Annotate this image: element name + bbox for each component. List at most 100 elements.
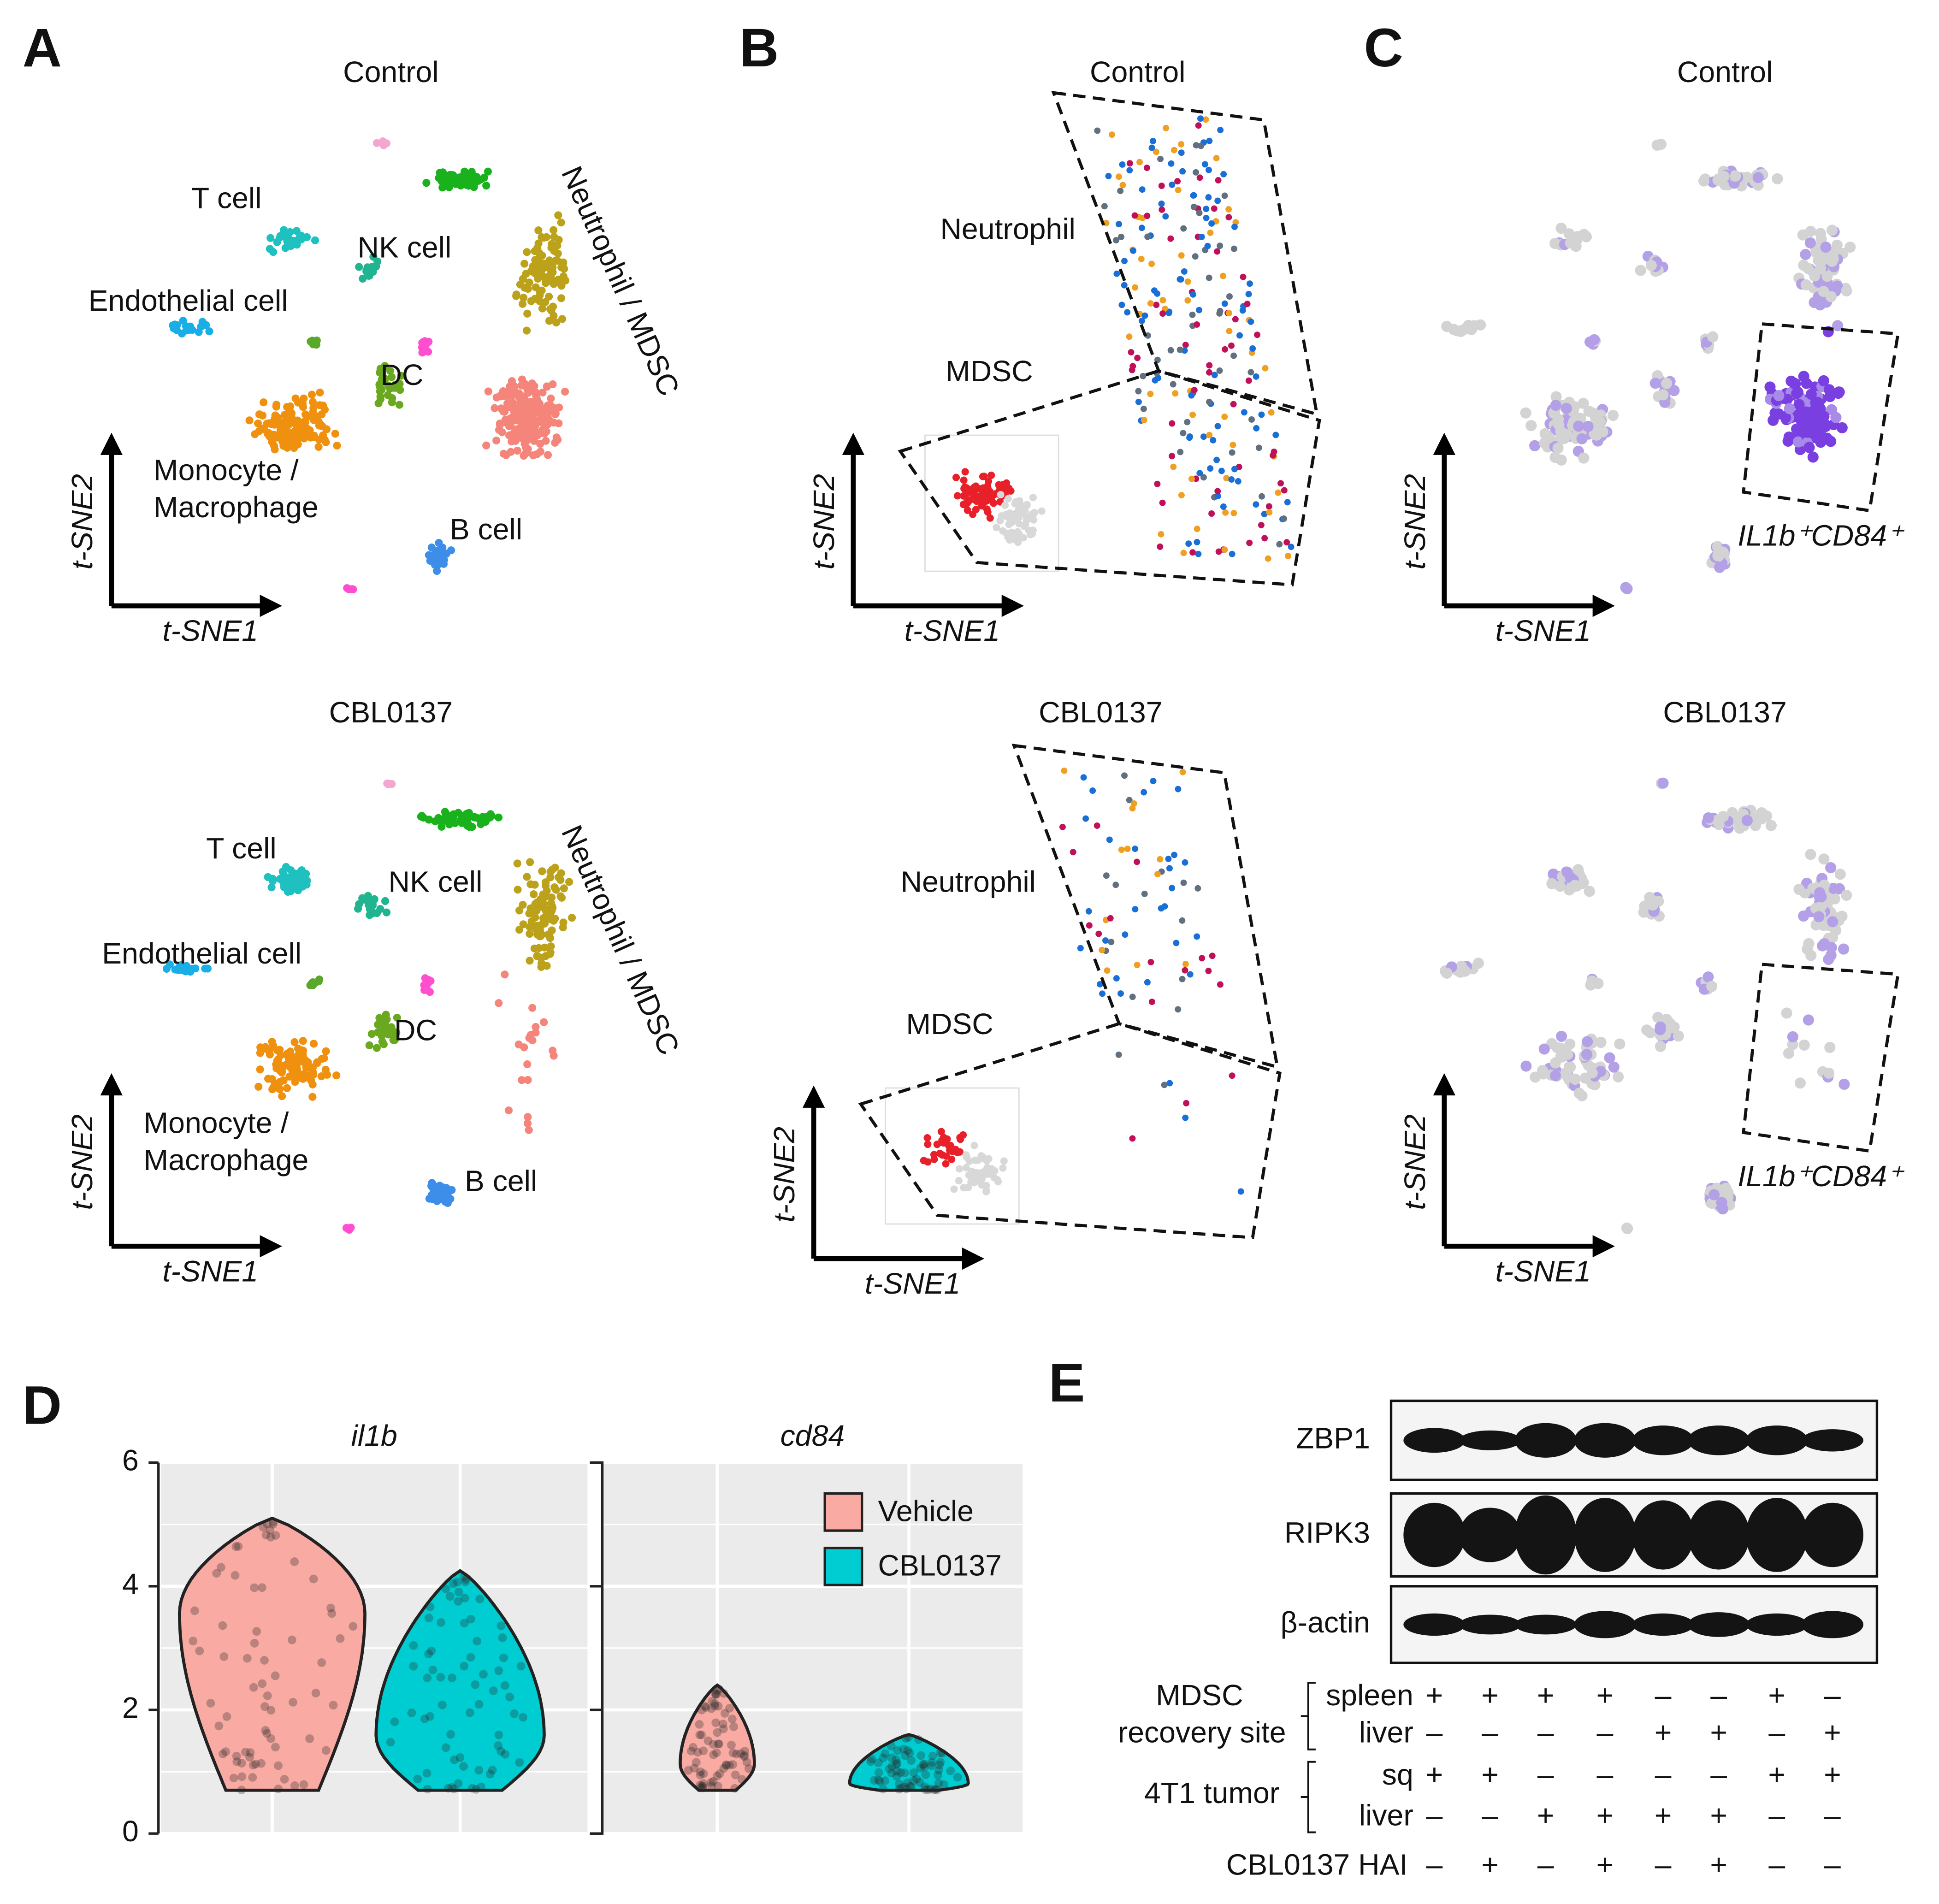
cell-dot (554, 211, 562, 219)
cell-dot (345, 1226, 354, 1234)
condition-name: sq (1382, 1758, 1413, 1791)
cell-dot (1226, 328, 1233, 335)
cell-dot (1561, 429, 1573, 440)
cell-dot (441, 1743, 450, 1752)
cell-dot (1193, 142, 1200, 149)
cell-dot (1190, 203, 1197, 210)
cell-dot (893, 1759, 902, 1768)
cell-dot (1712, 174, 1724, 186)
cell-dot (1586, 1067, 1598, 1079)
cell-dot (1144, 213, 1151, 219)
cell-dot (1184, 278, 1191, 285)
cell-dot (540, 943, 549, 952)
condition-mark: – (1482, 1798, 1498, 1832)
cell-dot (1129, 805, 1136, 812)
cell-dot (1253, 501, 1259, 508)
cell-dot (440, 177, 449, 186)
cell-dot (942, 1160, 950, 1168)
cell-dot (256, 1065, 264, 1074)
cell-dot (1130, 247, 1137, 254)
cell-dot (437, 822, 446, 831)
cell-dot (1194, 539, 1200, 545)
y-axis-label: t-SNE2 (65, 474, 99, 569)
cell-dot (870, 1776, 879, 1785)
condition-mark: + (1710, 1848, 1727, 1881)
cell-dot (504, 1106, 513, 1115)
cell-dot (494, 813, 503, 822)
cell-dot (1194, 885, 1201, 892)
cell-dot (1103, 872, 1110, 879)
cell-dot (183, 962, 191, 970)
cell-dot (309, 1574, 318, 1584)
cell-dot (258, 1583, 266, 1592)
cell-dot (1803, 1014, 1814, 1026)
cell-dot (1549, 1057, 1561, 1069)
cell-dot (372, 1044, 381, 1052)
cell-dot (1121, 772, 1128, 779)
cell-dot (278, 1092, 286, 1100)
cell-dot (879, 1785, 887, 1793)
cell-dot (1818, 853, 1830, 865)
cell-dot (487, 812, 496, 820)
cell-dot (1833, 388, 1844, 399)
cell-dot (1126, 160, 1133, 167)
cell-dot (471, 1680, 480, 1689)
arrow-head (1433, 1073, 1615, 1258)
cell-dot (718, 1720, 727, 1728)
cell-dot (1830, 925, 1842, 936)
cell-dot (1235, 478, 1241, 485)
cell-dot (171, 320, 179, 329)
cell-dot (546, 401, 554, 409)
cell-dot (1222, 509, 1229, 516)
cell-dot (892, 1760, 901, 1769)
cell-dot (531, 429, 539, 438)
band (1574, 1423, 1636, 1458)
cell-dot (1194, 933, 1200, 940)
cell-dot (732, 1750, 741, 1759)
cell-dot (466, 1653, 475, 1662)
cell-dot (916, 1763, 925, 1773)
cell-dot (448, 1673, 457, 1682)
condition-mark: + (1481, 1758, 1499, 1791)
band (1403, 1428, 1466, 1453)
cell-dot (274, 1784, 283, 1793)
cell-dot (1812, 396, 1823, 408)
cell-dot (1141, 789, 1147, 796)
arrow-head (100, 432, 282, 617)
cell-dot (1589, 334, 1600, 346)
cell-dot (1621, 1222, 1632, 1234)
cell-dot (539, 900, 548, 908)
cell-dot (995, 481, 1003, 489)
cell-dot (424, 348, 432, 356)
cell-dot (520, 294, 528, 302)
cell-dot (418, 349, 426, 357)
cell-dot (1255, 444, 1262, 451)
cell-dot (982, 1187, 990, 1194)
cell-dot (1217, 981, 1224, 988)
cell-dot (971, 1178, 979, 1186)
cell-dot (1262, 365, 1269, 372)
cell-dot (515, 1758, 524, 1767)
cell-dot (1215, 177, 1222, 183)
cell-dot (498, 405, 506, 414)
cell-dot (500, 1681, 509, 1690)
cell-dot (409, 1641, 418, 1650)
cell-dot (315, 435, 323, 443)
condition-mark: – (1597, 1716, 1614, 1749)
y-axis-label: t-SNE2 (768, 1127, 801, 1222)
condition-mark: + (1824, 1758, 1841, 1791)
cell-dot (268, 1085, 277, 1094)
cell-dot (1196, 470, 1203, 477)
gate-label: Neutrophil (940, 213, 1075, 246)
cell-dot (1804, 237, 1816, 248)
cell-dot (1839, 1078, 1850, 1090)
cell-dot (299, 1037, 307, 1045)
cell-dot (266, 1050, 274, 1058)
cell-dot (999, 527, 1007, 535)
cell-dot (549, 302, 557, 311)
cell-dot (1102, 937, 1109, 944)
cell-dot (1441, 320, 1453, 332)
cell-dot (1107, 915, 1114, 922)
condition-mark: – (1768, 1798, 1785, 1832)
